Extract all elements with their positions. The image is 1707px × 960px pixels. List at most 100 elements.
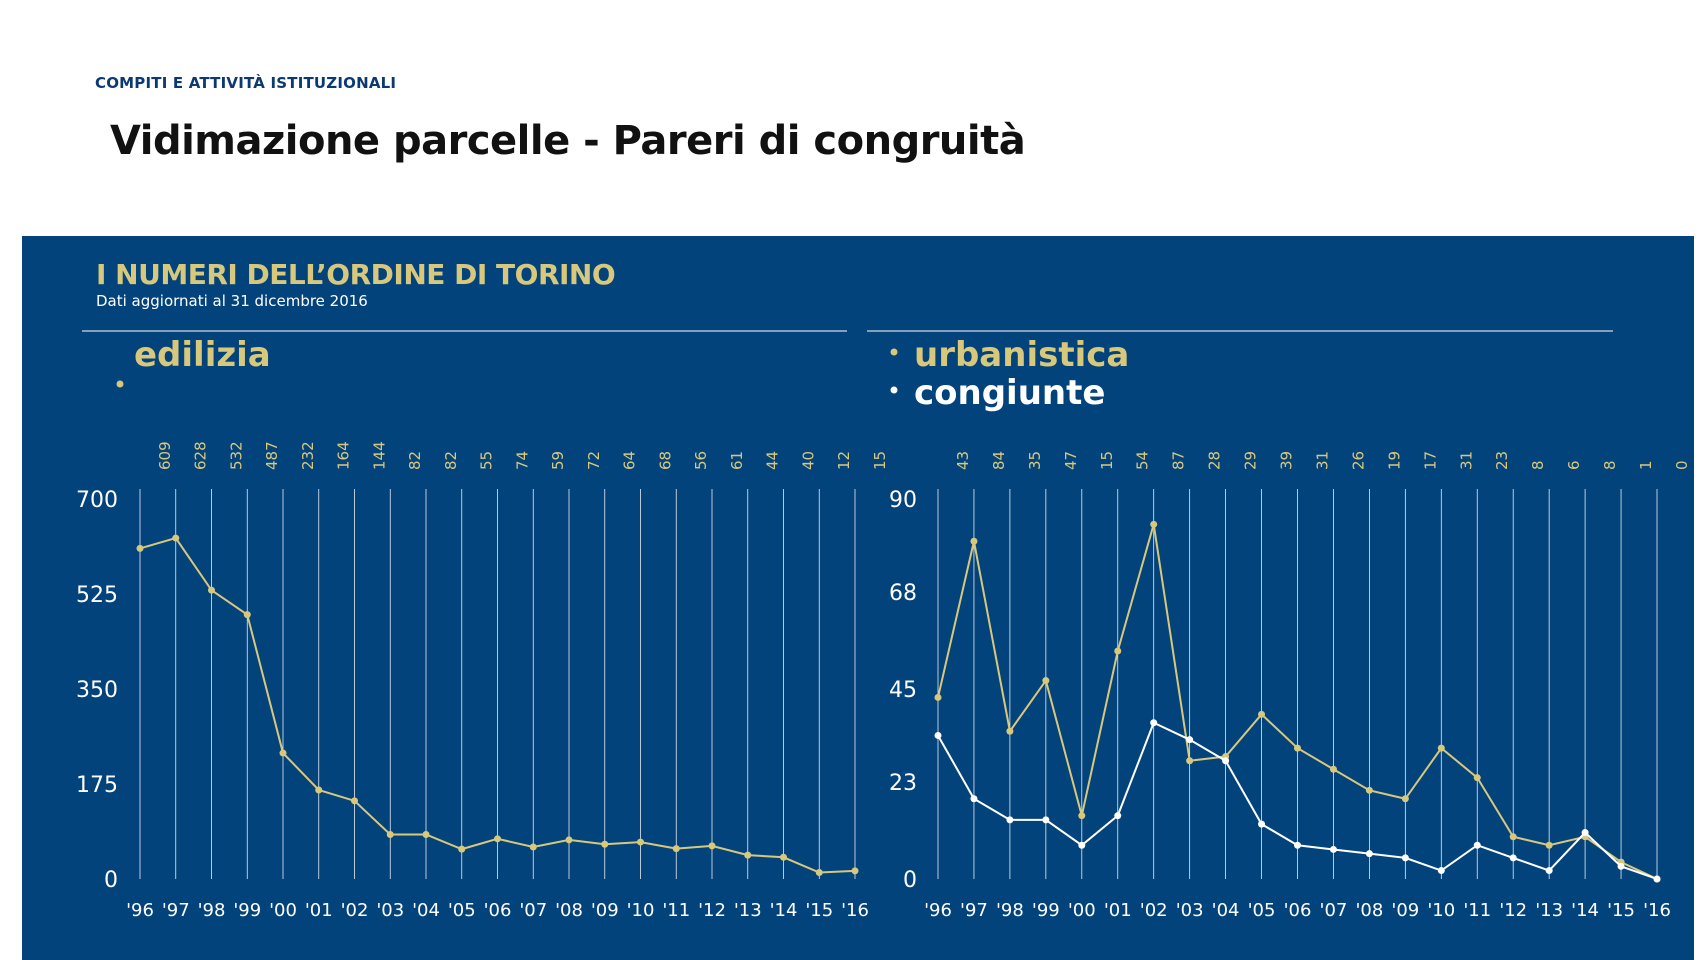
x-tick-label: '08 <box>1355 900 1383 921</box>
data-point <box>1509 833 1517 841</box>
x-tick-label: '04 <box>412 900 440 921</box>
x-tick-label: '07 <box>519 900 547 921</box>
data-point <box>279 749 287 757</box>
x-tick-label: '09 <box>591 900 619 921</box>
legend-label-edilizia: edilizia <box>134 335 271 375</box>
data-point <box>708 842 716 850</box>
data-point <box>494 835 501 843</box>
data-label: 609 <box>156 441 174 470</box>
data-point <box>1653 875 1661 883</box>
data-point <box>458 845 466 853</box>
legend-bullet <box>116 380 124 388</box>
data-label: 54 <box>1134 451 1152 470</box>
x-tick-label: '16 <box>1643 900 1671 921</box>
data-label: 8 <box>1601 460 1619 470</box>
data-label: 47 <box>1062 451 1080 470</box>
data-point <box>1437 744 1445 752</box>
x-tick-label: '09 <box>1391 900 1419 921</box>
data-point <box>565 836 573 844</box>
data-point <box>1401 854 1409 862</box>
data-point <box>1006 816 1014 824</box>
data-point <box>136 544 144 552</box>
x-tick-label: '10 <box>627 900 655 921</box>
x-tick-label: '08 <box>555 900 583 921</box>
y-tick-label: 175 <box>76 773 118 798</box>
data-label: 68 <box>656 451 674 470</box>
data-point <box>315 786 323 794</box>
data-label: 35 <box>1026 451 1044 470</box>
legend-label-urbanistica: urbanistica <box>914 335 1129 375</box>
x-tick-label: '05 <box>448 900 476 921</box>
data-point <box>1150 520 1158 528</box>
data-label: 64 <box>621 451 639 470</box>
x-tick-label: '98 <box>198 900 226 921</box>
data-label: 39 <box>1278 451 1296 470</box>
data-label: 8 <box>1529 460 1547 470</box>
data-label: 15 <box>871 451 889 470</box>
data-point <box>422 830 430 838</box>
x-tick-label: '11 <box>662 900 690 921</box>
data-point <box>601 840 609 848</box>
data-label: 532 <box>227 441 245 470</box>
data-point <box>1545 841 1553 849</box>
data-point <box>529 843 537 851</box>
data-point <box>744 851 752 859</box>
data-label: 144 <box>370 441 388 470</box>
data-label: 56 <box>692 451 710 470</box>
data-point <box>815 868 823 876</box>
x-tick-label: '06 <box>1284 900 1312 921</box>
data-label: 55 <box>478 451 496 470</box>
data-point <box>1222 757 1230 765</box>
data-label: 82 <box>406 451 424 470</box>
x-tick-label: '12 <box>1499 900 1527 921</box>
x-tick-label: '04 <box>1212 900 1240 921</box>
x-tick-label: '03 <box>1176 900 1204 921</box>
x-tick-label: '14 <box>1571 900 1599 921</box>
data-label: 31 <box>1457 451 1475 470</box>
x-tick-label: '05 <box>1248 900 1276 921</box>
x-tick-label: '00 <box>1068 900 1096 921</box>
data-point <box>1329 765 1337 773</box>
data-label: 82 <box>442 451 460 470</box>
data-label: 43 <box>954 451 972 470</box>
x-tick-label: '15 <box>805 900 833 921</box>
data-label: 15 <box>1098 451 1116 470</box>
data-point <box>1365 850 1373 858</box>
page-title: Vidimazione parcelle - Pareri di congrui… <box>110 118 1026 164</box>
x-tick-label: '02 <box>1140 900 1168 921</box>
data-label: 40 <box>799 451 817 470</box>
data-point <box>970 795 978 803</box>
x-tick-label: '06 <box>484 900 512 921</box>
x-tick-label: '97 <box>960 900 988 921</box>
data-point <box>934 731 942 739</box>
data-point <box>1042 677 1050 685</box>
data-point <box>1581 829 1589 837</box>
legend-bullet <box>890 348 898 356</box>
x-tick-label: '99 <box>233 900 261 921</box>
data-label: 628 <box>192 441 210 470</box>
x-tick-label: '12 <box>698 900 726 921</box>
y-tick-label: 68 <box>889 581 917 606</box>
data-label: 87 <box>1170 451 1188 470</box>
data-label: 59 <box>549 451 567 470</box>
data-point <box>172 534 180 542</box>
y-tick-label: 525 <box>76 583 118 608</box>
x-tick-label: '10 <box>1427 900 1455 921</box>
x-tick-label: '03 <box>376 900 404 921</box>
x-tick-label: '98 <box>996 900 1024 921</box>
x-tick-label: '00 <box>269 900 297 921</box>
y-tick-label: 45 <box>889 678 917 703</box>
data-point <box>1545 867 1553 875</box>
y-tick-label: 23 <box>889 771 917 796</box>
legend-bullet <box>890 386 898 394</box>
data-point <box>780 853 787 861</box>
data-point <box>672 845 680 853</box>
data-label: 164 <box>335 441 353 470</box>
data-point <box>1617 862 1625 870</box>
chart-panel: I NUMERI DELL’ORDINE DI TORINO Dati aggi… <box>22 236 1694 960</box>
data-point <box>1258 710 1266 718</box>
y-tick-label: 700 <box>76 488 118 513</box>
y-tick-label: 350 <box>76 678 118 703</box>
legend-label-congiunte: congiunte <box>914 373 1105 413</box>
